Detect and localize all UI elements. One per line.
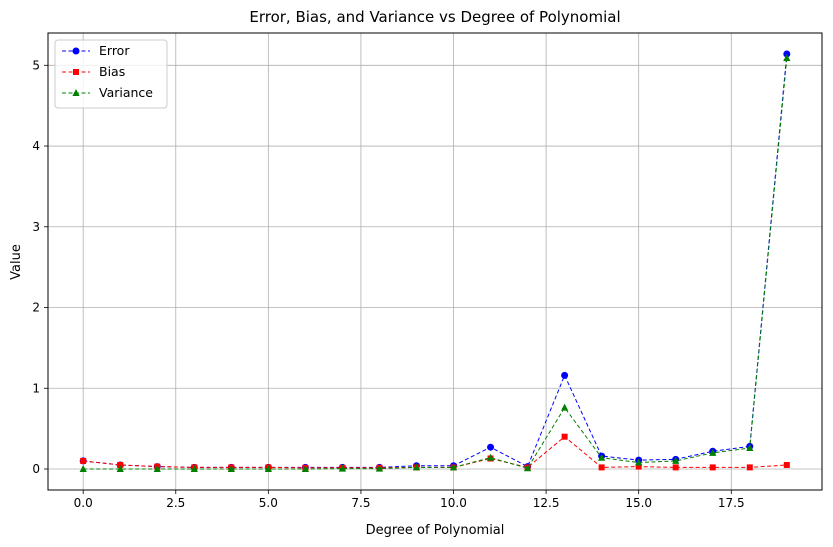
- legend-item-error: Error: [62, 43, 130, 58]
- variance-point: [746, 444, 754, 452]
- variance-point: [116, 465, 124, 473]
- error-point: [561, 371, 569, 379]
- variance-point: [449, 463, 458, 471]
- bias-point: [561, 433, 568, 440]
- error-point: [783, 50, 791, 58]
- series-bias: [80, 433, 790, 471]
- variance-point: [561, 403, 569, 411]
- variance-point: [264, 465, 272, 473]
- legend: Error Bias Variance: [54, 39, 168, 109]
- variance-point: [783, 54, 791, 62]
- x-tick-label: 10.0: [440, 496, 467, 510]
- variance-point: [412, 463, 421, 471]
- y-tick-label: 1: [32, 381, 40, 395]
- variance-point: [635, 458, 643, 466]
- x-tick-label: 0.0: [74, 496, 93, 510]
- variance-point: [598, 453, 606, 461]
- y-tick-label: 0: [32, 462, 40, 476]
- legend-label: Variance: [99, 85, 153, 100]
- y-tick-label: 3: [32, 220, 40, 234]
- bias-point: [80, 457, 87, 464]
- y-axis-label: Value: [9, 244, 24, 280]
- variance-point: [338, 464, 347, 472]
- variance-point: [301, 465, 309, 473]
- x-axis: 0.0 2.5 5.0 7.5 10.0 12.5 15.0 17.5: [74, 490, 745, 510]
- variance-point: [709, 448, 717, 456]
- bias-point: [672, 464, 679, 471]
- x-tick-label: 5.0: [259, 496, 278, 510]
- variance-point: [153, 465, 161, 473]
- variance-point: [375, 464, 384, 472]
- bias-point: [598, 464, 605, 471]
- grid: [48, 33, 822, 490]
- error-point: [487, 443, 495, 451]
- variance-point: [227, 465, 235, 473]
- variance-point: [672, 456, 680, 464]
- series-error: [79, 50, 791, 471]
- variance-point: [486, 453, 495, 461]
- legend-item-bias: Bias: [62, 64, 125, 79]
- legend-marker: [73, 69, 79, 75]
- legend-label: Bias: [99, 64, 125, 79]
- legend-marker: [72, 89, 80, 96]
- variance-point: [79, 465, 87, 473]
- y-tick-label: 4: [32, 139, 40, 153]
- x-axis-label: Degree of Polynomial: [366, 523, 505, 538]
- legend-box: [54, 39, 168, 109]
- bias-point: [635, 463, 642, 470]
- legend-label: Error: [99, 43, 130, 58]
- bias-point: [783, 461, 790, 468]
- y-axis: 0 1 2 3 4 5: [32, 58, 48, 476]
- x-tick-label: 2.5: [166, 496, 185, 510]
- variance-line: [83, 57, 788, 470]
- bias-point: [709, 464, 716, 471]
- legend-marker: [72, 47, 80, 55]
- bias-point: [117, 461, 124, 468]
- bias-point: [746, 464, 753, 471]
- bias-line: [83, 436, 787, 469]
- variance-point: [190, 465, 198, 473]
- x-tick-label: 15.0: [625, 496, 652, 510]
- x-tick-label: 12.5: [533, 496, 560, 510]
- series-variance: [79, 54, 791, 473]
- y-tick-label: 2: [32, 301, 40, 315]
- legend-item-variance: Variance: [62, 85, 153, 100]
- chart-title: Error, Bias, and Variance vs Degree of P…: [249, 8, 620, 26]
- variance-point: [523, 464, 532, 472]
- error-line: [83, 53, 788, 468]
- x-tick-label: 17.5: [718, 496, 745, 510]
- x-tick-label: 7.5: [351, 496, 370, 510]
- plot-frame: [47, 32, 823, 491]
- series-layer: [79, 50, 791, 473]
- y-tick-label: 5: [32, 58, 40, 72]
